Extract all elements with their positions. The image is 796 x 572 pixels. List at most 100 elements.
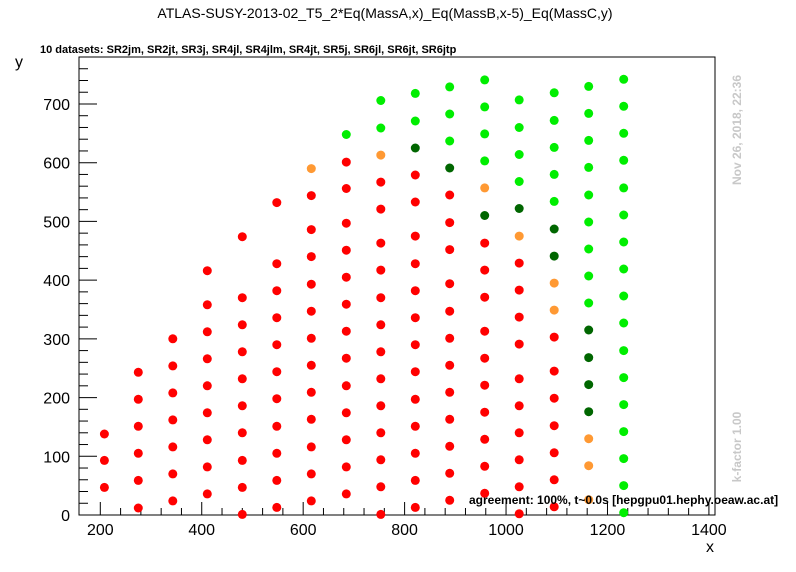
x-tick-label: 1400 xyxy=(691,522,727,539)
data-point xyxy=(549,278,559,288)
data-point xyxy=(376,482,386,492)
data-point xyxy=(376,455,386,465)
y-tick-label: 100 xyxy=(43,449,70,466)
data-point xyxy=(306,164,316,174)
data-point xyxy=(480,292,490,302)
data-point xyxy=(619,373,629,383)
data-point xyxy=(619,291,629,301)
data-point xyxy=(549,366,559,376)
data-point xyxy=(445,109,455,119)
kfactor-label: k-factor 1.00 xyxy=(730,411,744,482)
data-point xyxy=(514,285,524,295)
data-point xyxy=(619,318,629,328)
data-point xyxy=(445,190,455,200)
data-point xyxy=(272,367,282,377)
data-point xyxy=(549,88,559,98)
data-point xyxy=(619,237,629,247)
data-point xyxy=(445,441,455,451)
data-point xyxy=(410,143,420,153)
data-point xyxy=(341,272,351,282)
data-point xyxy=(341,489,351,499)
data-point xyxy=(480,353,490,363)
data-point xyxy=(168,334,178,344)
data-point xyxy=(619,74,629,84)
data-point xyxy=(272,502,282,512)
data-point xyxy=(202,266,212,276)
data-point xyxy=(306,360,316,370)
data-point xyxy=(341,381,351,391)
data-point xyxy=(133,503,143,513)
data-point xyxy=(514,123,524,132)
data-point xyxy=(549,169,559,179)
data-point xyxy=(410,197,420,207)
data-point xyxy=(237,232,247,242)
chart-subtitle: 10 datasets: SR2jm, SR2jt, SR3j, SR4jl, … xyxy=(40,44,457,56)
date-label: Nov 26, 2018, 22:36 xyxy=(730,75,744,185)
data-point xyxy=(584,434,594,444)
data-point xyxy=(480,183,490,193)
data-point xyxy=(376,123,386,133)
data-point xyxy=(341,326,351,336)
data-point xyxy=(584,81,594,91)
data-point xyxy=(445,82,455,92)
data-point xyxy=(619,346,629,356)
data-point xyxy=(584,298,594,308)
data-point xyxy=(341,353,351,363)
data-point xyxy=(202,435,212,445)
data-point xyxy=(376,150,386,160)
data-point xyxy=(410,313,420,323)
data-point xyxy=(410,394,420,404)
data-point xyxy=(584,190,594,200)
data-point xyxy=(410,475,420,485)
data-point xyxy=(272,198,282,208)
y-tick-label: 400 xyxy=(43,273,70,290)
data-point xyxy=(514,509,524,519)
data-point xyxy=(619,210,629,220)
data-point xyxy=(410,286,420,296)
data-point xyxy=(514,258,524,268)
data-point xyxy=(202,462,212,472)
x-tick-label: 600 xyxy=(290,522,317,539)
data-point xyxy=(619,264,629,274)
data-point xyxy=(272,394,282,404)
data-point xyxy=(514,231,524,241)
data-point xyxy=(584,244,594,254)
data-point xyxy=(237,347,247,357)
data-point xyxy=(514,374,524,384)
data-point xyxy=(376,293,386,303)
data-point xyxy=(272,448,282,458)
data-point xyxy=(133,394,143,404)
data-point xyxy=(410,502,420,512)
data-point xyxy=(410,259,420,269)
data-point xyxy=(480,211,490,220)
data-point xyxy=(584,162,594,172)
data-point xyxy=(376,401,386,411)
data-point xyxy=(306,252,316,262)
data-point xyxy=(376,428,386,438)
data-point xyxy=(445,163,455,173)
data-point xyxy=(237,455,247,465)
data-point xyxy=(376,204,386,214)
data-point xyxy=(445,414,455,424)
data-point xyxy=(619,183,629,193)
data-point xyxy=(341,435,351,445)
data-point xyxy=(549,332,559,342)
data-point xyxy=(514,312,524,322)
data-point xyxy=(376,347,386,357)
data-point xyxy=(410,340,420,350)
data-point xyxy=(480,461,490,471)
data-point xyxy=(619,427,629,437)
x-tick-label: 800 xyxy=(391,522,418,539)
chart-title: ATLAS-SUSY-2013-02_T5_2*Eq(MassA,x)_Eq(M… xyxy=(157,5,612,21)
data-point xyxy=(549,393,559,403)
y-tick-label: 700 xyxy=(43,97,70,114)
data-point xyxy=(584,325,594,335)
data-point xyxy=(445,360,455,370)
data-point xyxy=(237,509,247,519)
data-point xyxy=(619,155,629,165)
data-point xyxy=(584,217,594,227)
data-point xyxy=(168,388,178,398)
data-point xyxy=(410,231,420,241)
y-tick-label: 300 xyxy=(43,332,70,349)
data-point xyxy=(202,327,212,337)
